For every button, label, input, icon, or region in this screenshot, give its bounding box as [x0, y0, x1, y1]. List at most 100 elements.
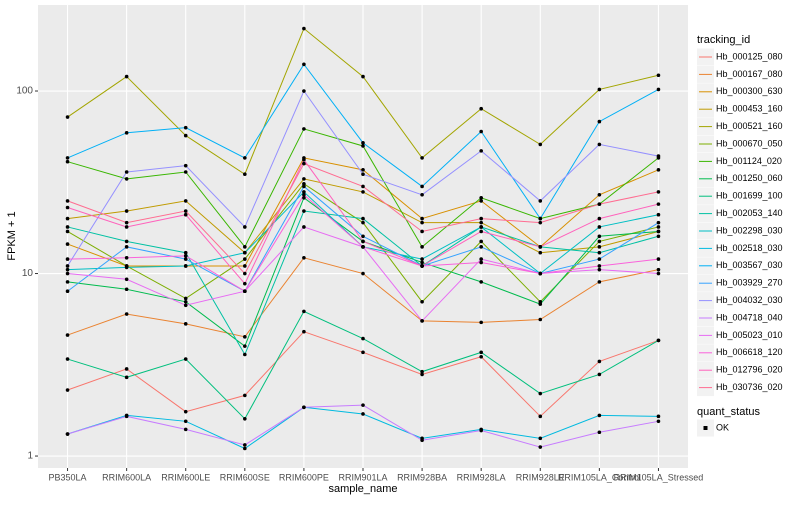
legend-label: Hb_002518_030 [716, 243, 783, 253]
data-point [538, 391, 543, 396]
legend-label: Hb_000167_080 [716, 69, 783, 79]
data-point [420, 193, 424, 197]
data-point [302, 329, 306, 334]
data-point [656, 190, 661, 194]
data-point [597, 225, 602, 229]
data-point [183, 125, 188, 130]
data-point [124, 287, 129, 292]
data-point [420, 229, 424, 234]
data-point [243, 172, 247, 177]
x-tick-label: RRIM928LA [457, 472, 506, 482]
data-point [243, 281, 247, 286]
data-point [65, 216, 70, 221]
legend-label: OK [716, 422, 729, 432]
data-point [183, 133, 188, 138]
data-point [656, 154, 661, 158]
data-point [124, 367, 129, 371]
data-point [538, 220, 543, 225]
x-tick-label: RRIM600LE [161, 472, 210, 482]
data-point [183, 170, 188, 174]
data-point [65, 257, 70, 261]
data-point [124, 220, 129, 225]
data-point [597, 202, 602, 206]
data-point [479, 260, 483, 265]
data-point [361, 336, 365, 341]
legend-label: Hb_030736_020 [716, 382, 783, 392]
data-point [124, 414, 129, 419]
data-point [361, 220, 365, 225]
data-point [124, 170, 129, 174]
legend-label: Hb_006618_120 [716, 347, 783, 357]
data-point [479, 149, 483, 153]
data-point [302, 225, 306, 229]
data-point [656, 338, 661, 343]
x-tick-label: RRIM928BA [397, 472, 447, 482]
data-point [479, 280, 483, 284]
y-tick-label: 100 [16, 86, 33, 97]
data-point [65, 225, 70, 229]
data-point [243, 250, 247, 255]
data-point [361, 271, 365, 276]
data-point [302, 161, 306, 166]
x-tick-label: RRIM600SE [220, 472, 270, 482]
data-point [302, 127, 306, 131]
data-point [656, 87, 661, 92]
data-point [538, 142, 543, 147]
data-point [124, 225, 129, 229]
data-point [597, 372, 602, 377]
x-tick-label: RRIM600LA [102, 472, 151, 482]
data-point [656, 212, 661, 217]
data-point [420, 216, 424, 221]
data-point [597, 119, 602, 124]
data-point [656, 225, 661, 229]
data-point [302, 195, 306, 200]
data-point [243, 264, 247, 268]
legend-label: Hb_004718_040 [716, 312, 783, 322]
data-point [538, 445, 543, 449]
data-point [65, 432, 70, 436]
legend-label: Hb_002298_030 [716, 225, 783, 235]
data-point [243, 156, 247, 160]
legend-label: Hb_000521_160 [716, 121, 783, 131]
x-tick-label: RRIM105LA_Stressed [614, 472, 704, 482]
data-point [183, 409, 188, 414]
legend-symbol [703, 426, 708, 430]
data-point [656, 168, 661, 172]
data-point [656, 419, 661, 424]
data-point [538, 199, 543, 203]
data-point [243, 271, 247, 276]
data-point [124, 74, 129, 79]
data-point [183, 322, 188, 326]
x-tick-label: RRIM600PE [279, 472, 329, 482]
data-point [479, 129, 483, 134]
data-point [361, 239, 365, 244]
legend-label: Hb_004032_030 [716, 295, 783, 305]
data-point [656, 414, 661, 419]
data-point [183, 296, 188, 301]
data-point [302, 157, 306, 162]
data-point [361, 234, 365, 239]
data-point [183, 303, 188, 308]
data-point [183, 209, 188, 213]
shape-legend-title: quant_status [697, 406, 760, 418]
data-point [479, 320, 483, 325]
data-point [597, 257, 602, 261]
data-point [302, 309, 306, 314]
data-point [479, 428, 483, 433]
data-point [420, 245, 424, 249]
legend-label: Hb_000125_080 [716, 51, 783, 61]
legend-label: Hb_001250_060 [716, 173, 783, 183]
data-point [183, 357, 188, 361]
legend-label: Hb_000453_160 [716, 104, 783, 114]
data-point [420, 438, 424, 443]
data-point [243, 225, 247, 229]
data-point [597, 413, 602, 418]
data-point [479, 245, 483, 249]
data-point [420, 156, 424, 160]
data-point [302, 89, 306, 93]
data-point [479, 216, 483, 221]
data-point [479, 199, 483, 203]
data-point [479, 106, 483, 111]
data-point [302, 182, 306, 186]
